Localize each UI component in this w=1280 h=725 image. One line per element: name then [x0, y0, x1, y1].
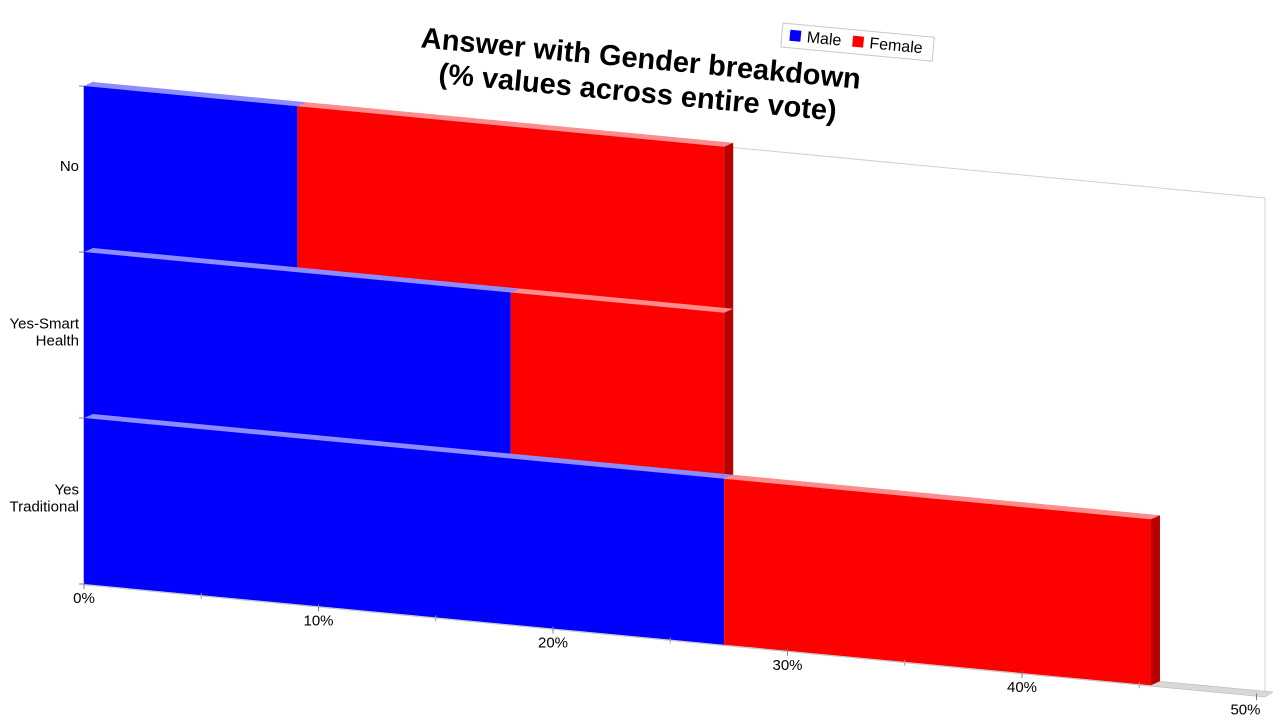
legend: Male Female [780, 22, 935, 62]
bar-front-face [84, 252, 511, 459]
bar-top-face [724, 474, 1160, 520]
bar-top-face [84, 82, 307, 107]
bar-top-face [510, 288, 734, 313]
bar-front-face [297, 106, 725, 313]
bar-male-no [84, 82, 307, 273]
x-tick-label-40: 40% [1007, 679, 1037, 696]
x-axis-ticks: 0% 10% 20% 30% 40% 50% [73, 582, 1261, 718]
category-label-no: No [60, 158, 79, 175]
x-tick-label-30: 30% [772, 657, 802, 674]
bar-female-no [297, 102, 734, 313]
bar-male-yes-traditional [84, 414, 734, 645]
bar-top-face [84, 248, 520, 293]
legend-label-female: Female [869, 35, 924, 57]
x-tick-label-10: 10% [303, 612, 333, 629]
bar-top-face [297, 102, 734, 147]
category-labels: No Yes-Smart Health Yes Traditional [10, 158, 80, 516]
category-label-yes-smart-health: Yes-Smart Health [10, 316, 80, 350]
category-label-yes-traditional: Yes Traditional [10, 482, 79, 516]
legend-label-male: Male [806, 29, 842, 49]
x-tick-label-50: 50% [1230, 701, 1260, 718]
bar-side-face [724, 308, 734, 479]
category-ticks [79, 85, 84, 585]
bar-front-face [84, 418, 725, 645]
bar-side-face [724, 142, 734, 313]
bar-female-yes-traditional [724, 474, 1160, 686]
bars-group [84, 82, 1160, 686]
bar-male-yes-smart-health [84, 248, 520, 459]
bar-front-face [724, 478, 1151, 686]
legend-swatch-female [852, 35, 865, 48]
bar-side-face [1150, 515, 1160, 686]
x-tick-label-20: 20% [538, 635, 568, 652]
bar-female-yes-smart-health [510, 288, 734, 479]
x-tick-label-0: 0% [73, 590, 95, 607]
bar-front-face [510, 292, 725, 479]
bar-front-face [84, 86, 298, 273]
legend-swatch-male [789, 29, 802, 42]
bar-top-face [84, 414, 734, 479]
